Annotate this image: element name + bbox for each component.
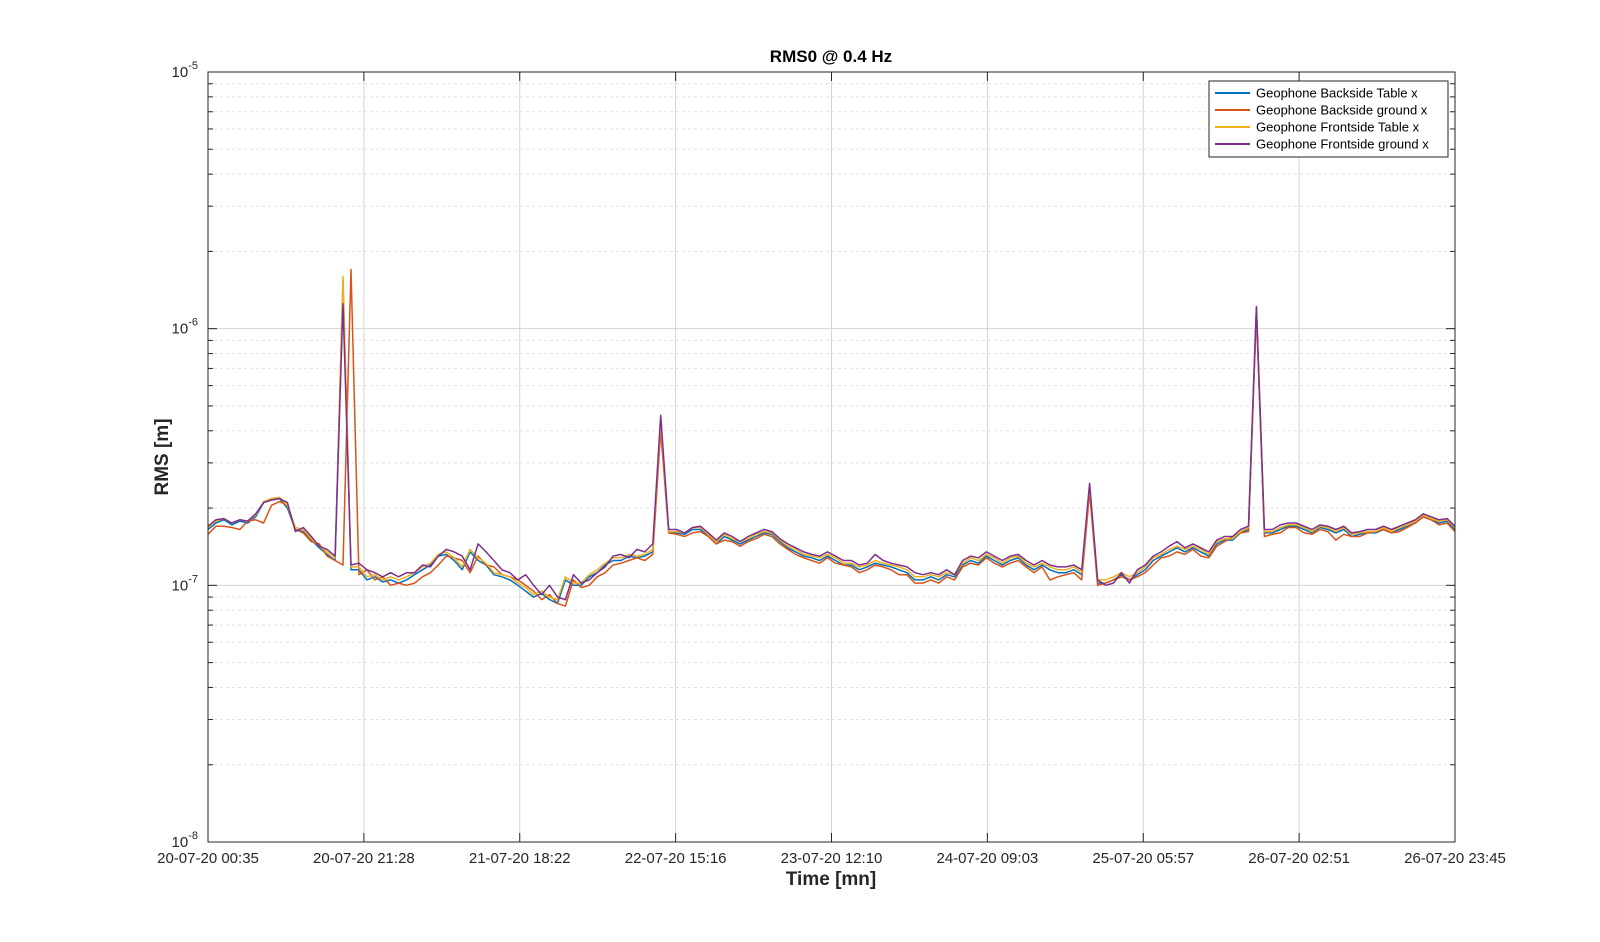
series-lines [207,268,1456,607]
series-line-1 [207,279,1456,605]
series-line-2 [207,268,1456,607]
x-tick-label: 20-07-20 21:28 [313,850,415,867]
plot-frame [207,71,1456,843]
chart-title: RMS0 @ 0.4 Hz [770,47,892,66]
y-tick-label: 10-7 [172,573,198,594]
x-tick-label: 23-07-20 12:10 [781,850,883,867]
x-tick-label: 25-07-20 05:57 [1092,850,1194,867]
x-tick-label: 24-07-20 09:03 [937,850,1039,867]
x-tick-label: 21-07-20 18:22 [469,850,571,867]
y-tick-label: 10-5 [172,60,198,81]
legend-label-2: Geophone Backside ground x [1256,103,1428,118]
x-tick-label: 22-07-20 15:16 [625,850,727,867]
legend-entries: Geophone Backside Table x Geophone Backsi… [1215,86,1429,152]
y-tick-label: 10-6 [172,317,198,338]
y-axis-title: RMS [m] [152,418,173,495]
y-tick-label: 10-8 [172,830,198,851]
y-tick-labels: 10-8 10-7 10-6 10-5 [172,60,198,851]
legend-label-4: Geophone Frontside ground x [1256,137,1429,152]
x-tick-label: 26-07-20 02:51 [1248,850,1350,867]
x-axis-title: Time [mn] [786,869,876,890]
x-tick-label: 20-07-20 00:35 [157,850,259,867]
x-tick-label: 26-07-20 23:45 [1404,850,1506,867]
series-line-4 [207,303,1456,601]
x-tick-labels: 20-07-20 00:35 20-07-20 21:28 21-07-20 18:… [157,850,1506,867]
legend-label-3: Geophone Frontside Table x [1256,120,1420,135]
legend[interactable]: Geophone Backside Table x Geophone Backsi… [1208,80,1449,158]
legend-label-1: Geophone Backside Table x [1256,86,1418,101]
